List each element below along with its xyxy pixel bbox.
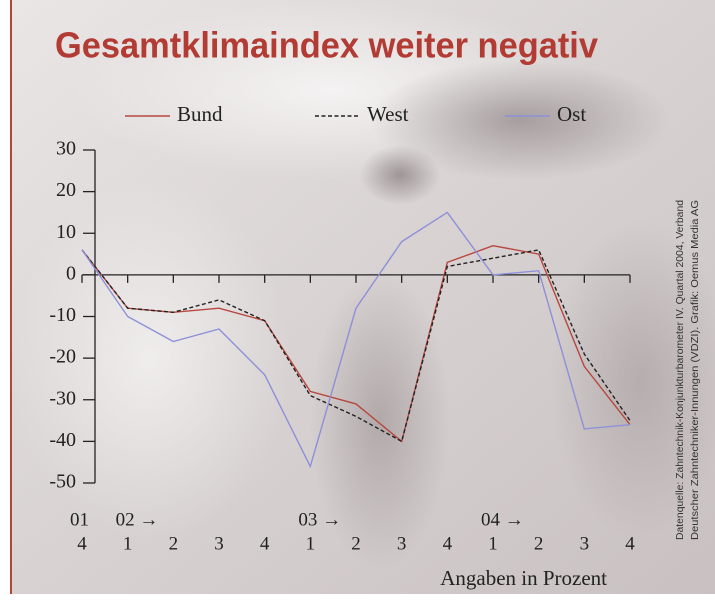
x-group-label: 04 → [481, 509, 524, 530]
legend-label: West [367, 102, 409, 126]
x-tick-label: 2 [351, 533, 361, 554]
y-tick-label: -20 [49, 346, 76, 368]
x-tick-label: 4 [625, 533, 635, 554]
x-tick-label: 4 [443, 533, 453, 554]
x-group-label: 03 → [298, 509, 341, 530]
x-tick-label: 3 [214, 533, 224, 554]
y-tick-label: -10 [49, 304, 76, 326]
legend-label: Bund [177, 102, 223, 126]
chart-title: Gesamtklimaindex weiter negativ [55, 25, 598, 66]
x-tick-label: 4 [77, 533, 87, 554]
x-tick-label: 4 [260, 533, 270, 554]
y-tick-label: -30 [49, 387, 76, 409]
x-group-label: 02 → [116, 509, 159, 530]
x-tick-label: 3 [397, 533, 407, 554]
x-tick-label: 2 [169, 533, 179, 554]
y-tick-label: 30 [56, 138, 76, 160]
source-note: Datenquelle: Zahntechnik-Konjunkturbarom… [674, 200, 686, 540]
x-tick-label: 3 [580, 533, 590, 554]
y-tick-label: 20 [56, 179, 76, 201]
x-tick-label: 1 [306, 533, 316, 554]
y-tick-label: 0 [66, 262, 76, 284]
y-tick-label: -40 [49, 429, 76, 451]
photo-dark [360, 145, 440, 205]
x-axis-label: Angaben in Prozent [440, 566, 607, 590]
x-tick-label: 2 [534, 533, 544, 554]
legend-label: Ost [557, 102, 586, 126]
y-tick-label: -50 [49, 471, 76, 493]
source-note: Deutscher Zahntechniker-Innungen (VDZI).… [689, 200, 701, 540]
x-tick-label: 1 [123, 533, 133, 554]
chart: Gesamtklimaindex weiter negativ Angaben … [0, 0, 715, 598]
y-tick-label: 10 [56, 221, 76, 243]
x-tick-label: 1 [488, 533, 498, 554]
x-group-label: 01 [70, 509, 89, 530]
